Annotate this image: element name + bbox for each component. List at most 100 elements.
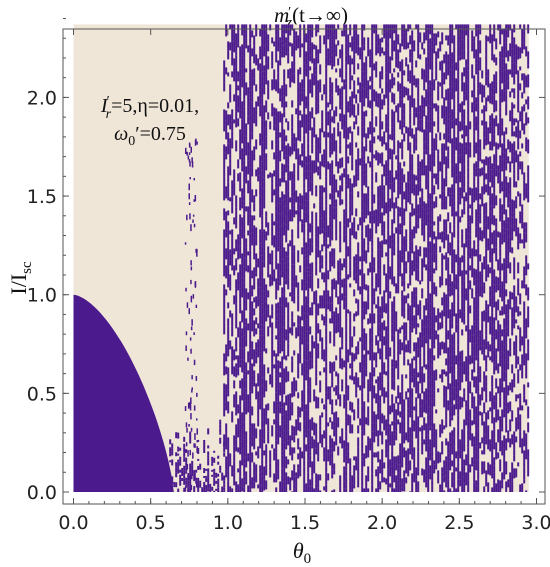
- heatmap-cell: [477, 325, 480, 339]
- heatmap-cell: [367, 406, 370, 418]
- heatmap-cell: [465, 454, 468, 466]
- heatmap-cell: [371, 382, 374, 396]
- heatmap-cell: [465, 472, 468, 486]
- heatmap-cell: [477, 428, 480, 442]
- heatmap-cell: [493, 294, 496, 302]
- heatmap-cell: [421, 119, 424, 133]
- heatmap-cell: [393, 372, 396, 381]
- heatmap-cell: [265, 24, 268, 32]
- heatmap-cell: [343, 488, 346, 492]
- heatmap-cell: [357, 224, 360, 231]
- heatmap-cell: [453, 193, 456, 201]
- heatmap-cell: [505, 371, 508, 379]
- heatmap-cell: [333, 248, 336, 258]
- heatmap-cell: [371, 143, 374, 157]
- heatmap-cell: [513, 350, 516, 356]
- heatmap-cell: [481, 84, 484, 91]
- heatmap-cell: [407, 307, 410, 321]
- heatmap-cell: [463, 471, 466, 484]
- heatmap-cell: [393, 181, 396, 193]
- heatmap-cell: [435, 236, 438, 243]
- heatmap-cell: [335, 411, 338, 423]
- heatmap-cell: [401, 108, 404, 121]
- heatmap-cell: [235, 111, 238, 122]
- heatmap-cell: [319, 35, 322, 43]
- heatmap-cell: [243, 233, 246, 247]
- heatmap-cell: [409, 437, 412, 444]
- heatmap-cell: [397, 350, 400, 363]
- heatmap-cell: [391, 312, 394, 324]
- heatmap-cell: [315, 423, 318, 429]
- heatmap-cell: [451, 281, 454, 287]
- heatmap-cell: [379, 131, 382, 142]
- heatmap-cell: [505, 481, 508, 492]
- heatmap-cell: [379, 124, 382, 132]
- heatmap-cell: [493, 128, 496, 135]
- heatmap-cell: [349, 142, 352, 156]
- heatmap-cell: [457, 244, 460, 256]
- heatmap-cell: [485, 41, 488, 55]
- heatmap-cell: [427, 104, 430, 111]
- heatmap-cell: [505, 331, 508, 343]
- heatmap-cell: [229, 340, 232, 350]
- heatmap-cell: [291, 381, 294, 393]
- heatmap-cell: [261, 132, 264, 143]
- heatmap-cell: [345, 269, 348, 276]
- heatmap-cell: [241, 114, 244, 120]
- heatmap-cell: [331, 219, 334, 230]
- heatmap-cell: [237, 173, 240, 182]
- heatmap-cell: [283, 95, 286, 102]
- heatmap-cell: [297, 464, 300, 469]
- heatmap-cell: [419, 413, 422, 418]
- heatmap-cell: [257, 348, 260, 358]
- heatmap-cell: [309, 445, 312, 452]
- heatmap-cell: [405, 322, 408, 335]
- heatmap-cell: [431, 175, 434, 188]
- heatmap-cell: [455, 379, 458, 393]
- heatmap-cell: [243, 89, 246, 100]
- heatmap-cell: [295, 210, 298, 215]
- heatmap-cell: [417, 35, 420, 48]
- heatmap-cell: [503, 387, 506, 401]
- heatmap-cell: [251, 301, 254, 313]
- heatmap-cell: [241, 457, 244, 466]
- heatmap-cell: [287, 261, 290, 268]
- heatmap-cell: [345, 401, 348, 408]
- heatmap-cell: [251, 48, 254, 57]
- heatmap-cell: [487, 69, 490, 77]
- heatmap-cell: [259, 29, 262, 37]
- heatmap-cell: [453, 446, 456, 453]
- heatmap-cell: [495, 169, 498, 177]
- heatmap-cell: [303, 160, 306, 172]
- heatmap-cell: [227, 177, 230, 183]
- heatmap-cell: [431, 253, 434, 263]
- heatmap-cell: [285, 118, 288, 123]
- heatmap-cell: [289, 68, 292, 76]
- heatmap-cell: [397, 72, 400, 78]
- heatmap-cell: [401, 342, 404, 351]
- heatmap-cell: [291, 229, 294, 234]
- heatmap-cell: [477, 259, 480, 272]
- heatmap-cell: [391, 123, 394, 128]
- heatmap-cell: [325, 95, 328, 100]
- heatmap-cell: [435, 429, 438, 440]
- heatmap-cell: [319, 264, 322, 273]
- heatmap-cell: [453, 178, 456, 188]
- heatmap-cell: [289, 410, 292, 421]
- heatmap-cell: [417, 323, 420, 328]
- heatmap-cell: [331, 45, 334, 56]
- heatmap-cell: [431, 376, 434, 389]
- heatmap-cell: [279, 197, 282, 204]
- heatmap-cell: [467, 284, 470, 293]
- heatmap-cell: [449, 134, 452, 144]
- heatmap-cell: [365, 475, 368, 487]
- heatmap-cell: [491, 336, 494, 343]
- heatmap-cell: [409, 124, 412, 131]
- heatmap-cell: [239, 331, 242, 342]
- heatmap-cell: [449, 417, 452, 427]
- heatmap-cell: [447, 371, 450, 376]
- heatmap-cell: [357, 299, 360, 310]
- heatmap-cell: [505, 42, 508, 52]
- heatmap-cell: [483, 433, 486, 442]
- heatmap-cell: [463, 187, 466, 193]
